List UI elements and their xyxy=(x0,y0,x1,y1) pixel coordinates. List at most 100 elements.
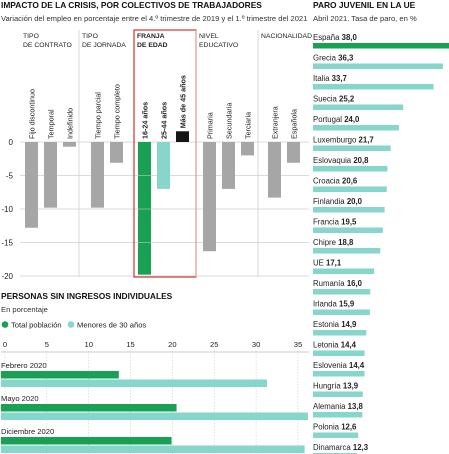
country-label: Suecia 25,2 xyxy=(313,95,355,104)
country-label: Irlanda 15,9 xyxy=(313,300,355,309)
bar-under30 xyxy=(1,412,308,420)
country-value: 12,6 xyxy=(341,423,357,432)
legend-label-total: Total población xyxy=(11,321,62,330)
x-tick-label: 10 xyxy=(84,340,92,349)
country-value: 13,8 xyxy=(348,402,364,411)
bar-category-label: Secundaria xyxy=(225,103,234,139)
country-label: Polonia 12,6 xyxy=(313,423,357,432)
country-label: Alemania 13,8 xyxy=(313,402,364,411)
country-value: 33,7 xyxy=(332,74,347,83)
country-name: España xyxy=(313,33,342,42)
y-tick-label: 0 xyxy=(9,138,14,147)
y-tick-label: -5 xyxy=(6,172,14,181)
country-label: Francia 19,5 xyxy=(313,218,357,227)
country-name: Luxemburgo xyxy=(313,136,359,145)
bar-category-label: Más de 45 años xyxy=(179,75,188,128)
country-label: Eslovenia 14,4 xyxy=(313,361,365,370)
country-label: Italia 33,7 xyxy=(313,74,347,83)
country-name: Estonia xyxy=(313,320,341,329)
country-name: Francia xyxy=(313,218,341,227)
bar-category-label: Extranjera xyxy=(271,106,280,139)
country-name: Polonia xyxy=(313,423,341,432)
country-label: Luxemburgo 21,7 xyxy=(313,136,374,145)
country-label: Estonia 14,9 xyxy=(313,320,357,329)
bar xyxy=(91,142,104,208)
country-value: 21,7 xyxy=(359,136,374,145)
country-value: 25,2 xyxy=(339,95,355,104)
group-name: TIPO xyxy=(23,33,39,40)
category-label: Diciembre 2020 xyxy=(1,427,54,436)
x-tick-label: 20 xyxy=(168,340,176,349)
bar-category-label: 25-44 años xyxy=(160,102,169,139)
country-label: Letonia 14,4 xyxy=(313,341,357,350)
x-tick-label: 35 xyxy=(294,340,302,349)
bar-category-label: Tiempo completo xyxy=(113,84,122,139)
y-tick-label: -15 xyxy=(1,239,13,248)
legend-label-under30: Menores de 30 años xyxy=(77,321,146,330)
country-value: 14,4 xyxy=(349,361,365,370)
country-name: Italia xyxy=(313,74,332,83)
country-bar xyxy=(313,207,385,213)
country-bar xyxy=(313,104,404,110)
country-bar xyxy=(313,268,375,274)
bar xyxy=(176,131,189,142)
country-value: 17,1 xyxy=(326,259,342,268)
country-bar xyxy=(313,227,383,233)
country-bar xyxy=(313,125,399,131)
country-value: 19,5 xyxy=(341,218,357,227)
country-bar xyxy=(313,166,388,172)
country-name: Rumanía xyxy=(313,279,347,288)
country-bar xyxy=(313,309,370,315)
group-name: NACIONALIDAD xyxy=(261,33,312,40)
country-label: Finlandia 20,0 xyxy=(313,197,363,206)
country-name: Alemania xyxy=(313,402,348,411)
bar-under30 xyxy=(1,379,267,387)
country-value: 16,0 xyxy=(347,279,363,288)
bar-category-label: Terciaria xyxy=(244,112,253,139)
bar xyxy=(44,142,57,208)
country-bar xyxy=(313,391,363,397)
country-name: Finlandia xyxy=(313,197,347,206)
bar-total xyxy=(1,371,119,379)
x-tick-label: 25 xyxy=(210,340,218,349)
bar xyxy=(138,142,151,275)
country-value: 18,8 xyxy=(338,238,354,247)
country-name: Grecia xyxy=(313,54,338,63)
country-bar xyxy=(313,43,449,49)
y-tick-label: -20 xyxy=(1,272,13,281)
x-tick-label: 5 xyxy=(45,340,49,349)
y-tick-label: -10 xyxy=(1,205,13,214)
group-name: DE JORNADA xyxy=(82,42,126,49)
country-bar xyxy=(313,330,367,336)
country-name: Suecia xyxy=(313,95,339,104)
group-name: DE CONTRATO xyxy=(23,42,72,49)
country-name: Dinamarca xyxy=(313,443,353,452)
country-name: Portugal xyxy=(313,115,344,124)
x-tick-label: 0 xyxy=(3,340,7,349)
country-value: 20,8 xyxy=(353,156,369,165)
country-name: UE xyxy=(313,259,326,268)
country-name: Hungría xyxy=(313,382,343,391)
bar xyxy=(222,142,235,189)
bar-category-label: 16-24 años xyxy=(141,102,150,139)
country-bar xyxy=(313,350,365,356)
country-bar xyxy=(313,289,371,295)
country-bar xyxy=(313,371,365,377)
bottom-chart-subtitle: En porcentaje xyxy=(1,305,48,314)
country-bar xyxy=(313,248,381,254)
country-value: 14,9 xyxy=(341,320,357,329)
country-value: 13,9 xyxy=(343,382,359,391)
bar-category-label: Primaria xyxy=(206,112,215,139)
country-name: Eslovaquia xyxy=(313,156,353,165)
bar-category-label: Española xyxy=(290,109,299,139)
bar-total xyxy=(1,437,172,445)
country-bar xyxy=(313,186,387,192)
country-name: Letonia xyxy=(313,341,341,350)
country-value: 20,6 xyxy=(342,177,358,186)
country-label: Chipre 18,8 xyxy=(313,238,354,247)
country-label: Grecia 36,3 xyxy=(313,54,354,63)
country-label: UE 17,1 xyxy=(313,259,342,268)
country-label: Rumanía 16,0 xyxy=(313,279,363,288)
